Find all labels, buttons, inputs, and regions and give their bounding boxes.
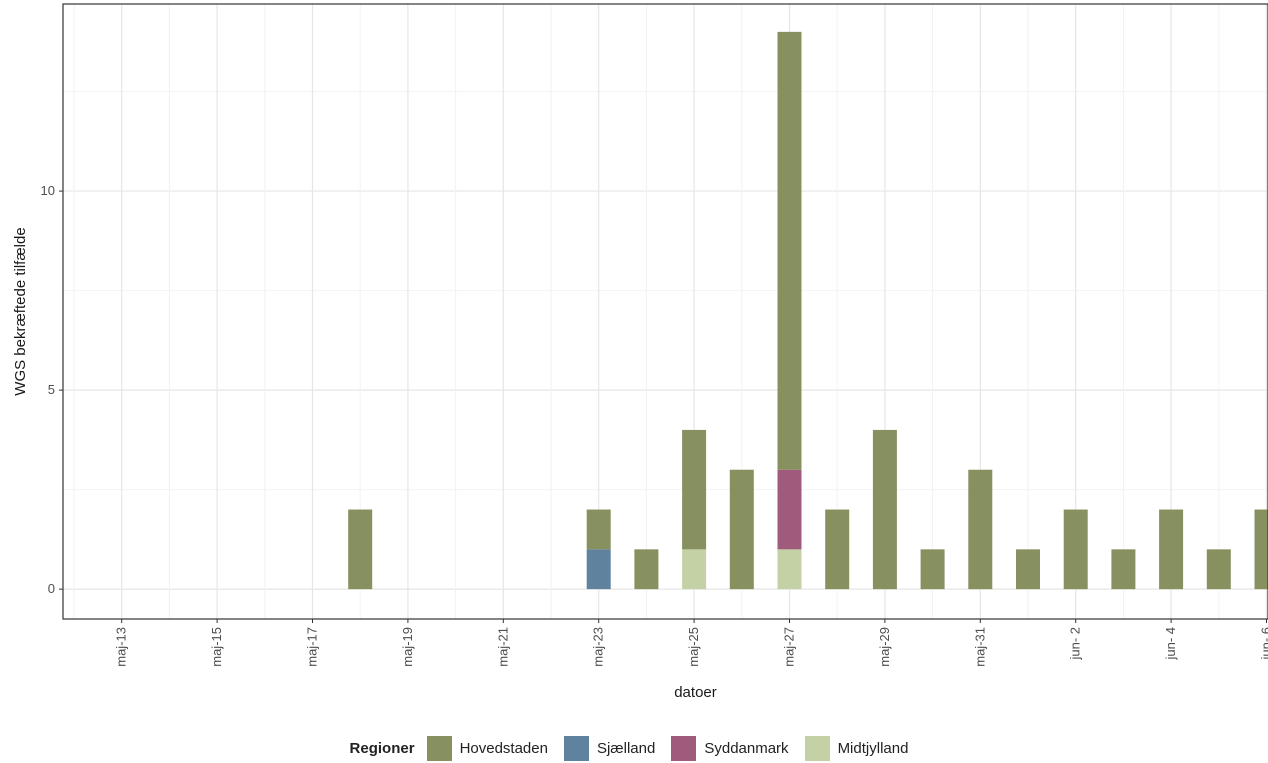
y-tick-label: 0 <box>48 581 55 596</box>
bar-midtjylland <box>777 549 802 590</box>
x-tick-label: jun- 6 <box>1259 627 1268 661</box>
bar-hovedstaden <box>1111 549 1136 590</box>
bar-syddanmark <box>777 469 802 550</box>
x-tick-label: maj-25 <box>686 627 701 667</box>
x-tick-label: maj-23 <box>591 627 606 667</box>
legend-swatch-midtjylland <box>804 735 830 761</box>
bar-midtjylland <box>682 549 707 590</box>
bar-hovedstaden <box>872 429 897 590</box>
x-tick-label: maj-21 <box>495 627 510 667</box>
bar-sjælland <box>586 549 611 590</box>
x-tick-label: maj-15 <box>209 627 224 667</box>
y-axis-title: WGS bekræftede tilfælde <box>12 227 29 395</box>
legend-swatch-hovedstaden <box>426 735 452 761</box>
legend-item-midtjylland: Midtjylland <box>804 735 909 761</box>
legend-label-midtjylland: Midtjylland <box>837 739 909 757</box>
legend-label-sjaelland: Sjælland <box>596 739 656 757</box>
y-tick-label: 10 <box>41 183 55 198</box>
bar-hovedstaden <box>1063 509 1088 590</box>
x-tick-label: maj-31 <box>972 627 987 667</box>
bar-hovedstaden <box>1254 509 1268 590</box>
x-tick-label: maj-13 <box>114 627 129 667</box>
x-tick-label: maj-29 <box>877 627 892 667</box>
legend-title: Regioner <box>349 739 415 757</box>
x-tick-label: maj-27 <box>782 627 797 667</box>
x-tick-label: maj-17 <box>305 627 320 667</box>
y-tick-label: 5 <box>48 382 55 397</box>
x-tick-label: maj-19 <box>400 627 415 667</box>
x-tick-label: jun- 2 <box>1068 627 1083 661</box>
legend-item-syddanmark: Syddanmark <box>671 735 789 761</box>
bar-hovedstaden <box>682 429 707 550</box>
legend-swatch-syddanmark <box>671 735 697 761</box>
bar-hovedstaden <box>1206 549 1231 590</box>
panel-border <box>62 3 1268 620</box>
bar-hovedstaden <box>825 509 850 590</box>
x-tick-label: jun- 4 <box>1163 627 1178 661</box>
bar-hovedstaden <box>1016 549 1040 590</box>
legend-item-sjaelland: Sjælland <box>563 735 656 761</box>
legend: Regioner Hovedstaden Sjælland Syddanmark… <box>0 733 1268 763</box>
chart-canvas: 0 5 10 maj-13 maj-15 maj-17 maj-19 maj-21 maj-23… <box>12 3 1268 701</box>
bar-hovedstaden <box>348 509 373 590</box>
bar-hovedstaden <box>920 549 945 590</box>
bar-hovedstaden <box>968 469 993 590</box>
bar-hovedstaden <box>777 31 802 470</box>
bar-hovedstaden <box>1159 509 1184 590</box>
x-axis-title: datoer <box>674 684 717 701</box>
legend-label-hovedstaden: Hovedstaden <box>459 739 548 757</box>
legend-item-hovedstaden: Hovedstaden <box>426 735 548 761</box>
bar-hovedstaden <box>729 469 754 590</box>
bar-hovedstaden <box>634 549 659 590</box>
bar-hovedstaden <box>586 509 611 550</box>
legend-label-syddanmark: Syddanmark <box>704 739 789 757</box>
legend-swatch-sjaelland <box>563 735 589 761</box>
